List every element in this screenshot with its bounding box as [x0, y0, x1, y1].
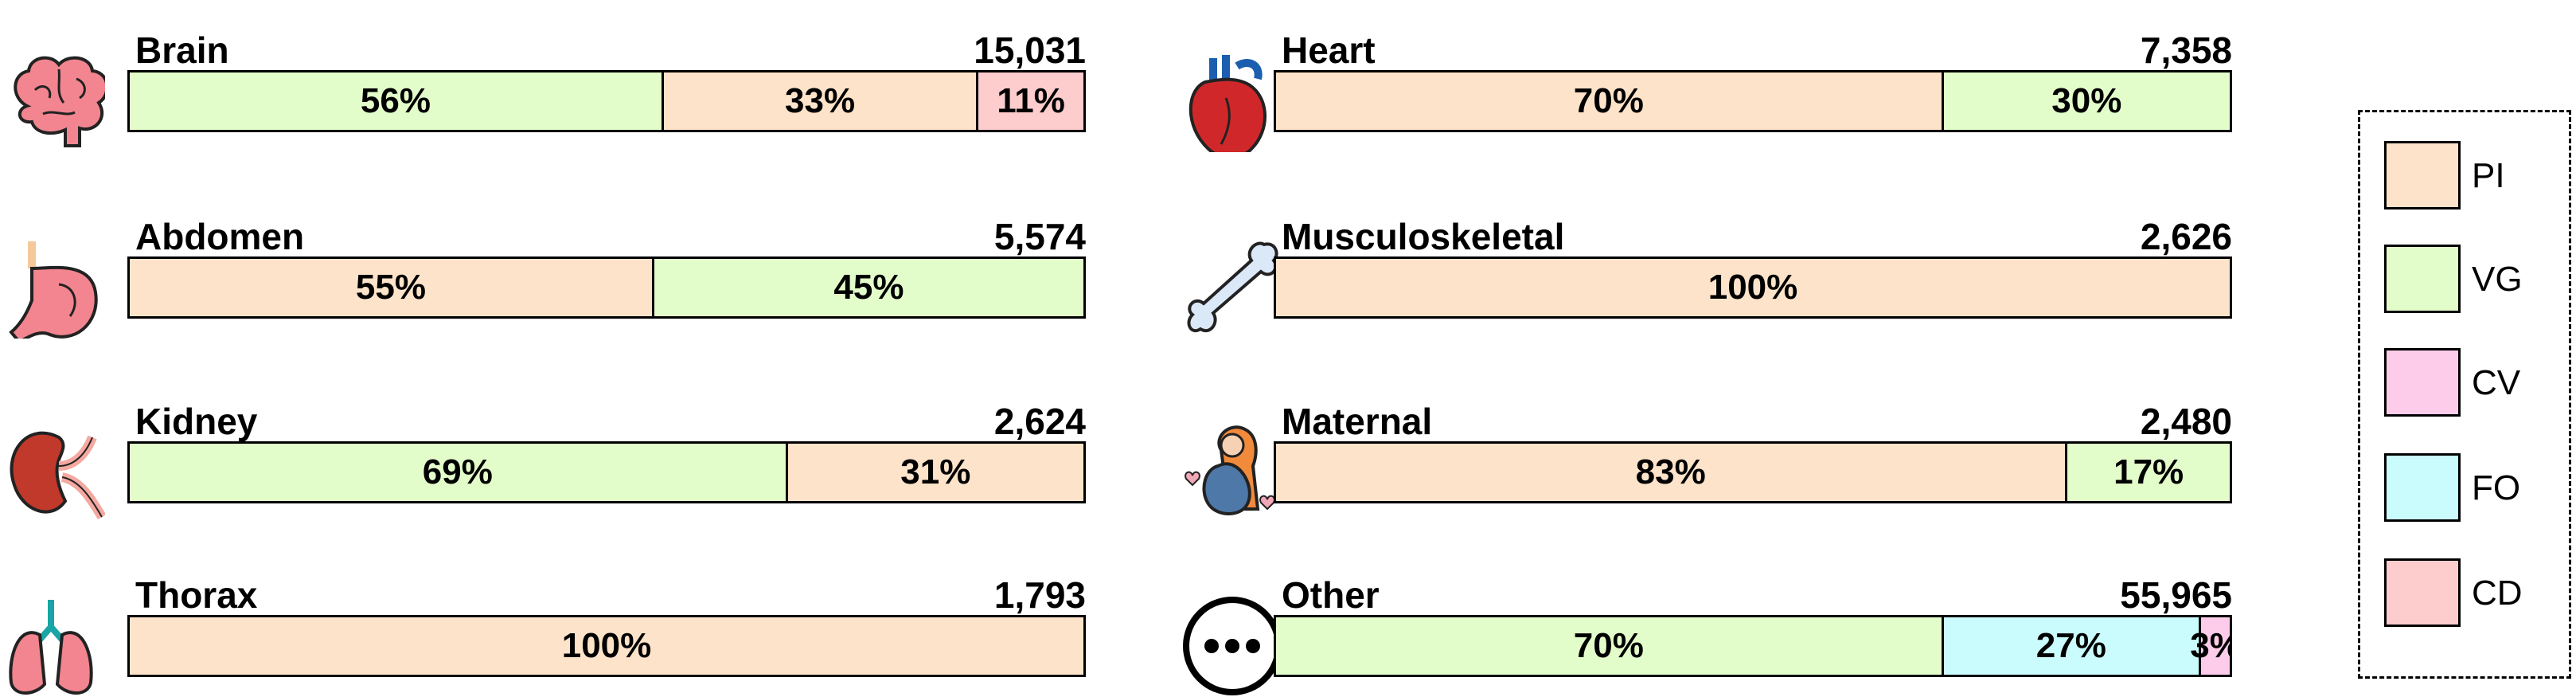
brain-icon	[14, 56, 105, 147]
stomach-icon	[9, 241, 98, 339]
segment-label: 55%	[355, 268, 426, 307]
segment-label: 45%	[833, 268, 904, 307]
legend-label: PI	[2472, 156, 2505, 195]
bar-segment-vg: 56%	[130, 72, 664, 130]
segment-label: 3%	[2190, 626, 2230, 665]
panel-total: 1,793	[993, 574, 1086, 616]
stacked-bar: 69% 31%	[127, 441, 1086, 503]
segment-label: 56%	[360, 81, 431, 120]
panel-title: Brain	[135, 29, 229, 71]
legend-swatch	[2384, 558, 2461, 627]
segment-label: 100%	[1708, 268, 1798, 307]
legend-swatch	[2384, 453, 2461, 522]
panel-title: Heart	[1282, 29, 1376, 71]
more-dots-icon	[1183, 597, 1282, 695]
bar-segment-pi: 55%	[130, 259, 654, 316]
legend-item-vg: VG	[2360, 245, 2569, 316]
bar-segment-fo: 27%	[1943, 617, 2202, 675]
bar-segment-pi: 100%	[130, 617, 1083, 675]
panel-total: 2,626	[2140, 216, 2232, 257]
segment-label: 27%	[2035, 626, 2106, 665]
stacked-bar: 70% 30%	[1274, 70, 2232, 132]
stacked-bar: 100%	[127, 615, 1086, 677]
bar-segment-vg: 30%	[1943, 72, 2230, 130]
legend-item-fo: FO	[2360, 453, 2569, 525]
legend-label: CV	[2472, 363, 2521, 402]
legend-item-pi: PI	[2360, 141, 2569, 213]
stacked-bar: 56% 33% 11%	[127, 70, 1086, 132]
panel-total: 5,574	[993, 216, 1086, 257]
segment-label: 33%	[785, 81, 856, 120]
bar-segment-cv: 3%	[2190, 617, 2230, 675]
segment-label: 31%	[900, 452, 971, 491]
panel-title: Abdomen	[135, 216, 305, 257]
panel-total: 15,031	[974, 29, 1086, 71]
bar-segment-pi: 33%	[663, 72, 979, 130]
panel-title: Thorax	[135, 574, 258, 616]
pregnant-woman-icon	[1185, 425, 1275, 515]
legend-label: CD	[2472, 574, 2523, 613]
segment-label: 30%	[2051, 81, 2122, 120]
stacked-bar: 83% 17%	[1274, 441, 2232, 503]
segment-label: 70%	[1573, 626, 1644, 665]
stacked-bar: 55% 45%	[127, 256, 1086, 319]
bar-segment-pi: 100%	[1276, 259, 2230, 316]
legend-label: VG	[2472, 260, 2523, 299]
legend-item-cd: CD	[2360, 558, 2569, 630]
stacked-bar: 70% 27% 3%	[1274, 615, 2232, 677]
bar-segment-vg: 45%	[654, 259, 1083, 316]
bar-segment-cd: 11%	[978, 72, 1083, 130]
bar-segment-vg: 70%	[1276, 617, 1944, 675]
panel-title: Maternal	[1282, 401, 1433, 442]
bar-segment-vg: 69%	[130, 444, 788, 501]
legend-swatch	[2384, 348, 2461, 417]
lungs-icon	[9, 600, 93, 695]
bar-segment-pi: 70%	[1276, 72, 1944, 130]
bone-icon	[1187, 241, 1278, 332]
segment-label: 17%	[2113, 452, 2184, 491]
panel-title: Musculoskeletal	[1282, 216, 1565, 257]
bar-segment-vg: 17%	[2067, 444, 2230, 501]
panel-total: 55,965	[2120, 574, 2232, 616]
stacked-bar: 100%	[1274, 256, 2232, 319]
bar-segment-pi: 83%	[1276, 444, 2068, 501]
segment-label: 11%	[997, 81, 1065, 120]
legend: PI VG CV FO CD	[2358, 110, 2571, 679]
segment-label: 100%	[561, 626, 652, 665]
panel-title: Kidney	[135, 401, 258, 442]
panel-title: Other	[1282, 574, 1380, 616]
legend-swatch	[2384, 141, 2461, 209]
segment-label: 69%	[422, 452, 493, 491]
segment-label: 70%	[1573, 81, 1644, 120]
panel-total: 7,358	[2140, 29, 2232, 71]
legend-swatch	[2384, 245, 2461, 313]
segment-label: 83%	[1635, 452, 1706, 491]
legend-item-cv: CV	[2360, 348, 2569, 420]
panel-total: 2,624	[993, 401, 1086, 442]
bar-segment-pi: 31%	[787, 444, 1083, 501]
panel-total: 2,480	[2140, 401, 2232, 442]
kidney-icon	[10, 431, 105, 520]
legend-label: FO	[2472, 468, 2521, 507]
heart-icon	[1188, 55, 1267, 152]
